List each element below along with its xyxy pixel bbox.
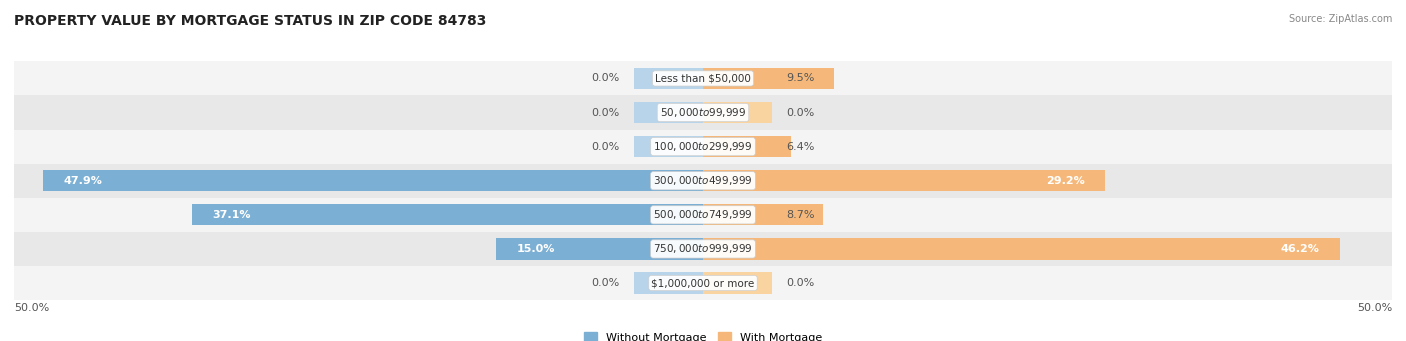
Bar	[14, 164, 1392, 198]
Text: 0.0%: 0.0%	[592, 107, 620, 118]
Text: 37.1%: 37.1%	[212, 210, 252, 220]
Text: 0.0%: 0.0%	[786, 278, 814, 288]
Text: 46.2%: 46.2%	[1279, 244, 1319, 254]
Text: $500,000 to $749,999: $500,000 to $749,999	[654, 208, 752, 221]
Text: $300,000 to $499,999: $300,000 to $499,999	[654, 174, 752, 187]
Bar	[14, 95, 1392, 130]
Text: 47.9%: 47.9%	[63, 176, 103, 186]
Bar	[703, 170, 1105, 191]
Legend: Without Mortgage, With Mortgage: Without Mortgage, With Mortgage	[579, 327, 827, 341]
Text: Less than $50,000: Less than $50,000	[655, 73, 751, 84]
Text: PROPERTY VALUE BY MORTGAGE STATUS IN ZIP CODE 84783: PROPERTY VALUE BY MORTGAGE STATUS IN ZIP…	[14, 14, 486, 28]
Bar	[191, 204, 703, 225]
Text: 0.0%: 0.0%	[786, 107, 814, 118]
Text: 15.0%: 15.0%	[517, 244, 555, 254]
Bar	[44, 170, 703, 191]
Bar	[14, 198, 1392, 232]
Text: $50,000 to $99,999: $50,000 to $99,999	[659, 106, 747, 119]
Text: 50.0%: 50.0%	[1357, 302, 1392, 313]
Text: 8.7%: 8.7%	[786, 210, 815, 220]
Text: Source: ZipAtlas.com: Source: ZipAtlas.com	[1288, 14, 1392, 24]
Text: 6.4%: 6.4%	[786, 142, 814, 152]
Bar	[703, 272, 772, 294]
Text: $750,000 to $999,999: $750,000 to $999,999	[654, 242, 752, 255]
Bar	[496, 238, 703, 260]
Bar	[703, 102, 772, 123]
Bar	[703, 68, 834, 89]
Bar	[634, 68, 703, 89]
Text: $1,000,000 or more: $1,000,000 or more	[651, 278, 755, 288]
Bar	[634, 102, 703, 123]
Text: 50.0%: 50.0%	[14, 302, 49, 313]
Text: $100,000 to $299,999: $100,000 to $299,999	[654, 140, 752, 153]
Text: 9.5%: 9.5%	[786, 73, 814, 84]
Text: 0.0%: 0.0%	[592, 278, 620, 288]
Text: 0.0%: 0.0%	[592, 73, 620, 84]
Bar	[14, 61, 1392, 95]
Text: 0.0%: 0.0%	[592, 142, 620, 152]
Bar	[703, 238, 1340, 260]
Bar	[703, 204, 823, 225]
Text: 29.2%: 29.2%	[1046, 176, 1084, 186]
Bar	[634, 272, 703, 294]
Bar	[14, 130, 1392, 164]
Bar	[14, 266, 1392, 300]
Bar	[703, 136, 792, 157]
Bar	[634, 136, 703, 157]
Bar	[14, 232, 1392, 266]
